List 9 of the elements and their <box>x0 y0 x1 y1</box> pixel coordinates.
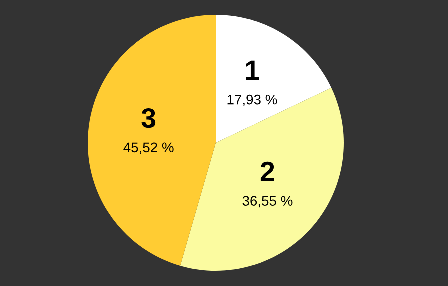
slice-label: 1 <box>246 60 260 80</box>
pie-slice <box>88 15 216 266</box>
slice-label: 2 <box>260 162 274 182</box>
pie-slice <box>216 15 332 143</box>
data-label: 45,52 % <box>124 142 174 154</box>
pie-slice <box>180 88 344 271</box>
data-label: 17,93 % <box>228 94 278 106</box>
slice-label: 3 <box>142 108 156 128</box>
data-label: 36,55 % <box>242 196 293 208</box>
